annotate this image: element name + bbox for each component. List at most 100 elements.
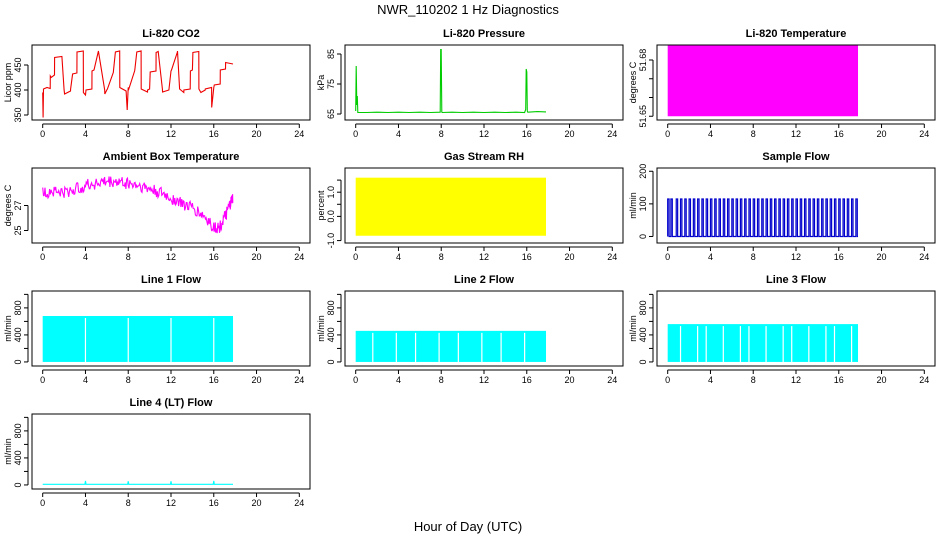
x-tick-label: 16 xyxy=(834,375,844,385)
y-tick-label: 51.68 xyxy=(638,49,648,72)
x-axis: 0 4 8 12 16 20 24 xyxy=(665,246,929,262)
plot-frame xyxy=(656,290,936,367)
x-tick-label: 4 xyxy=(708,375,713,385)
panel-6-data xyxy=(667,198,859,238)
panel-2-data xyxy=(355,48,547,114)
panel-title: Ambient Box Temperature xyxy=(103,151,240,163)
x-tick-label: 4 xyxy=(83,375,88,385)
x-tick-label: 4 xyxy=(396,252,401,262)
y-axis: 51.65 51.68 xyxy=(638,49,654,128)
y-axis: 0 100 200 xyxy=(638,164,654,239)
panel-1-data xyxy=(42,50,234,118)
plot-frame xyxy=(344,290,624,367)
y-axis-label: degrees C xyxy=(628,61,638,103)
x-tick-label: 4 xyxy=(83,129,88,139)
x-tick-label: 16 xyxy=(522,252,532,262)
x-tick-label: 4 xyxy=(708,129,713,139)
x-axis: 0 4 8 12 16 20 24 xyxy=(665,369,929,385)
x-tick-label: 16 xyxy=(209,129,219,139)
x-tick-label: 20 xyxy=(877,252,887,262)
x-axis: 0 4 8 12 16 20 24 xyxy=(40,492,304,508)
panel-6: 0 4 8 12 16 20 24 0 100 200 ml/min Sample Flow xyxy=(628,151,936,262)
x-tick-label: 16 xyxy=(834,252,844,262)
y-axis: 0 400 800 xyxy=(13,416,29,487)
y-tick-label: 1.0 xyxy=(326,186,336,199)
y-axis-label: ml/min xyxy=(628,315,638,342)
y-tick-label: 800 xyxy=(13,423,23,438)
y-tick-label: 400 xyxy=(13,82,23,97)
plot-frame xyxy=(656,167,936,244)
panel-3-data xyxy=(667,45,859,117)
x-tick-label: 0 xyxy=(353,252,358,262)
x-tick-label: 8 xyxy=(439,375,444,385)
plot-frame xyxy=(31,167,311,244)
x-tick-label: 16 xyxy=(209,498,219,508)
y-tick-label: 100 xyxy=(638,196,648,211)
x-tick-label: 12 xyxy=(479,129,489,139)
x-tick-label: 24 xyxy=(607,375,617,385)
y-axis: 25 27 xyxy=(13,200,29,236)
y-axis-label: ml/min xyxy=(3,438,13,465)
x-tick-label: 20 xyxy=(877,375,887,385)
x-tick-label: 4 xyxy=(83,498,88,508)
x-tick-label: 20 xyxy=(565,252,575,262)
x-tick-label: 12 xyxy=(791,252,801,262)
y-tick-label: 800 xyxy=(326,300,336,315)
x-tick-label: 20 xyxy=(252,129,262,139)
x-tick-label: 8 xyxy=(126,252,131,262)
y-axis: 0 400 800 xyxy=(638,293,654,364)
y-tick-label: 51.65 xyxy=(638,105,648,128)
x-tick-label: 4 xyxy=(708,252,713,262)
plot-frame xyxy=(31,290,311,367)
panel-title: Li-820 CO2 xyxy=(142,28,199,40)
y-axis-label: Licor ppm xyxy=(3,63,13,103)
figure-x-label: Hour of Day (UTC) xyxy=(414,519,522,534)
data-line xyxy=(355,48,547,114)
x-tick-label: 0 xyxy=(353,129,358,139)
y-tick-label: 85 xyxy=(326,49,336,59)
x-tick-label: 20 xyxy=(565,375,575,385)
y-tick-label: 200 xyxy=(638,164,648,179)
y-axis: 350 400 450 xyxy=(13,57,29,123)
y-tick-label: 400 xyxy=(13,327,23,342)
data-line xyxy=(42,176,234,234)
plot-frame xyxy=(31,413,311,490)
x-tick-label: 20 xyxy=(877,129,887,139)
x-tick-label: 12 xyxy=(166,498,176,508)
panel-title: Line 3 Flow xyxy=(766,274,826,286)
x-tick-label: 24 xyxy=(607,252,617,262)
x-tick-label: 0 xyxy=(40,129,45,139)
x-axis: 0 4 8 12 16 20 24 xyxy=(40,123,304,139)
x-tick-label: 24 xyxy=(294,252,304,262)
x-tick-label: 16 xyxy=(209,252,219,262)
x-tick-label: 8 xyxy=(439,129,444,139)
y-tick-label: 400 xyxy=(13,450,23,465)
y-tick-label: 800 xyxy=(13,300,23,315)
x-tick-label: 0 xyxy=(40,375,45,385)
panel-2: 0 4 8 12 16 20 24 65 75 85 kPa Li-820 Pressure xyxy=(316,28,624,139)
x-axis: 0 4 8 12 16 20 24 xyxy=(665,123,929,139)
x-tick-label: 12 xyxy=(791,129,801,139)
y-tick-label: 0 xyxy=(638,234,648,239)
data-line xyxy=(667,198,859,238)
y-axis: 0 400 800 xyxy=(326,293,342,364)
y-axis-label: ml/min xyxy=(316,315,326,342)
panel-4-data xyxy=(42,176,234,234)
x-tick-label: 12 xyxy=(166,252,176,262)
x-tick-label: 0 xyxy=(40,252,45,262)
x-tick-label: 8 xyxy=(126,129,131,139)
panel-title: Line 4 (LT) Flow xyxy=(130,397,213,409)
y-tick-label: 400 xyxy=(326,327,336,342)
y-tick-label: 65 xyxy=(326,109,336,119)
x-tick-label: 12 xyxy=(791,375,801,385)
x-axis: 0 4 8 12 16 20 24 xyxy=(353,246,617,262)
